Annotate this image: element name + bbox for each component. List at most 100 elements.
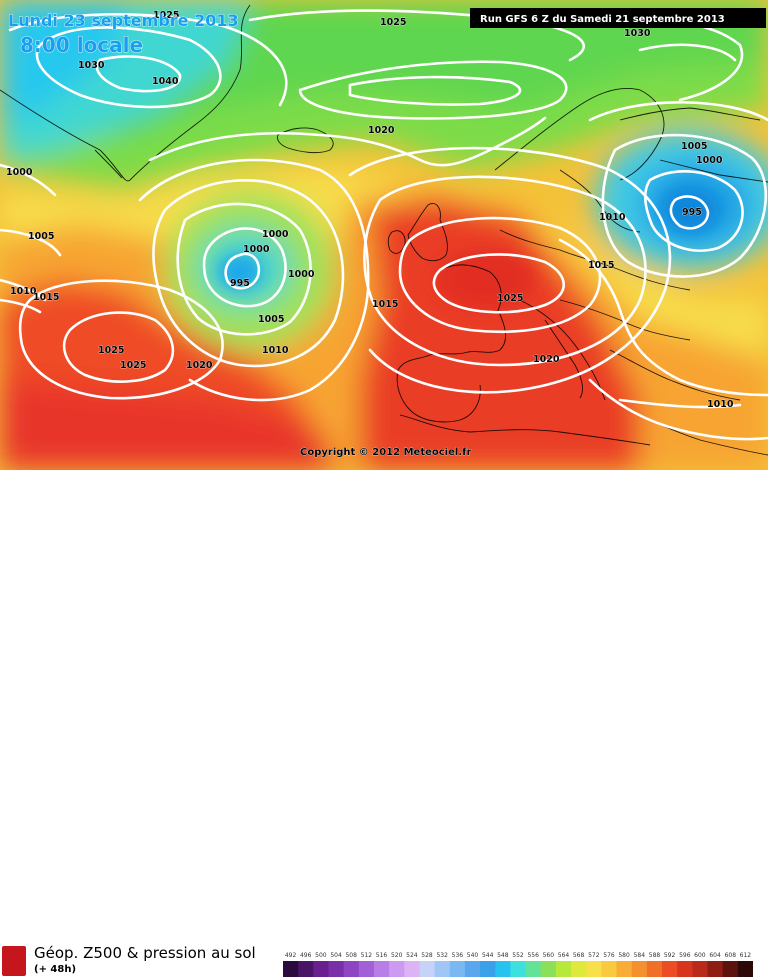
isobar-label: 1000	[6, 167, 33, 178]
scale-swatch	[495, 961, 511, 977]
isobar-label: 1010	[10, 286, 37, 297]
scale-swatch	[525, 961, 542, 977]
scale-tick-label: 584	[634, 952, 646, 959]
pressure-labels: 1025 1025 1030 1030 1040 1020 1000 1005 …	[6, 10, 734, 411]
color-scale: 492 496 500 504 508 512 516 520 524 528 532 536 540 5…	[283, 952, 753, 977]
scale-tick-label: 540	[467, 952, 479, 959]
scale-swatch	[677, 961, 693, 977]
map-title: Lundi 23 septembre 2013 8:00 locale	[8, 11, 239, 58]
scale-tick-label: 588	[649, 952, 661, 959]
scale-tick-label: 556	[527, 952, 539, 959]
scale-tick-label: 612	[740, 952, 752, 959]
scale-swatch	[707, 961, 724, 977]
scale-swatch	[692, 961, 708, 977]
scale-tick-label: 532	[436, 952, 448, 959]
scale-swatch	[480, 961, 496, 977]
isobar-label: 1025	[153, 10, 179, 21]
run-info-box: Run GFS 6 Z du Samedi 21 septembre 2013	[470, 8, 766, 28]
isobar-label: 1025	[120, 360, 146, 371]
scale-swatch	[328, 961, 345, 977]
scale-swatch	[722, 961, 739, 977]
scale-tick-label: 568	[573, 952, 585, 959]
scale-tick-label: 552	[512, 952, 524, 959]
scale-swatch	[601, 961, 617, 977]
scale-swatch	[555, 961, 572, 977]
scale-swatch	[586, 961, 602, 977]
scale-tick-label: 528	[421, 952, 433, 959]
scale-swatch	[646, 961, 663, 977]
scale-swatch	[737, 961, 753, 977]
scale-swatch	[464, 961, 481, 977]
scale-tick-label: 520	[391, 952, 403, 959]
legend-subtitle: (+ 48h)	[34, 964, 77, 975]
isobar-label: 1020	[368, 125, 395, 136]
scale-swatch	[631, 961, 648, 977]
scale-tick-label: 512	[361, 952, 373, 959]
isobar-label: 1025	[98, 345, 124, 356]
copyright: Copyright © 2012 Meteociel.fr	[300, 447, 471, 458]
isobar-label: 1040	[152, 76, 179, 87]
isobar-label: 1005	[681, 141, 707, 152]
isobar-label: 1010	[707, 399, 734, 410]
scale-tick-label: 592	[664, 952, 676, 959]
scale-swatch	[283, 961, 299, 977]
isobar-label: 1030	[624, 28, 651, 39]
scale-tick-label: 548	[497, 952, 509, 959]
scale-swatch	[343, 961, 360, 977]
forecast-time: 8:00 locale	[20, 33, 143, 57]
scale-tick-label: 516	[376, 952, 388, 959]
legend-title: Géop. Z500 & pression au sol	[34, 944, 256, 962]
isobar-label: 1005	[258, 314, 284, 325]
scale-tick-label: 576	[603, 952, 615, 959]
scale-swatch	[510, 961, 526, 977]
isobar-label: 1005	[28, 231, 54, 242]
forecast-date: Lundi 23 septembre 2013	[8, 11, 239, 30]
isobar-label: 1020	[186, 360, 213, 371]
isobar-label: 1025	[497, 293, 523, 304]
isobar-label: 1000	[696, 155, 723, 166]
isobar-label: 1015	[372, 299, 398, 310]
scale-tick-label: 600	[694, 952, 706, 959]
scale-tick-label: 560	[543, 952, 555, 959]
scale-tick-label: 604	[709, 952, 721, 959]
scale-swatch	[358, 961, 375, 977]
isobar-label: 1015	[588, 260, 614, 271]
scale-swatch	[313, 961, 329, 977]
isobar-label: 1000	[288, 269, 315, 280]
scale-tick-label: 496	[300, 952, 312, 959]
scale-tick-label: 508	[345, 952, 357, 959]
isobar-label: 1000	[243, 244, 270, 255]
isobar-label: 1010	[262, 345, 289, 356]
isobar-label: 1015	[33, 292, 59, 303]
scale-tick-label: 504	[330, 952, 342, 959]
scale-swatch	[449, 961, 466, 977]
scale-swatch	[389, 961, 405, 977]
isobar-label: 1020	[533, 354, 560, 365]
isobar-label: 1010	[599, 212, 626, 223]
scale-tick-label: 544	[482, 952, 494, 959]
run-info-text: Run GFS 6 Z du Samedi 21 septembre 2013	[480, 14, 725, 25]
scale-tick-label: 524	[406, 952, 418, 959]
legend-footer: Géop. Z500 & pression au sol (+ 48h) 492…	[0, 470, 768, 977]
meteociel-logo-icon	[2, 946, 26, 976]
scale-swatch	[404, 961, 420, 977]
geopotential-map: 1025 1025 1030 1030 1040 1020 1000 1005 …	[0, 0, 768, 470]
scale-swatch	[616, 961, 633, 977]
scale-swatch	[434, 961, 451, 977]
scale-swatch	[374, 961, 390, 977]
isobar-label: 995	[230, 278, 250, 289]
scale-tick-label: 536	[452, 952, 464, 959]
isobar-label: 1000	[262, 229, 289, 240]
coastlines	[0, 4, 768, 456]
scale-swatch	[540, 961, 557, 977]
scale-tick-label: 500	[315, 952, 327, 959]
scale-swatch	[298, 961, 314, 977]
isobar-label: 1025	[380, 17, 406, 28]
scale-swatch	[419, 961, 436, 977]
scale-tick-label: 608	[725, 952, 737, 959]
scale-tick-label: 564	[558, 952, 570, 959]
scale-swatch	[571, 961, 587, 977]
scale-tick-label: 492	[285, 952, 297, 959]
isobar-label: 1030	[78, 60, 105, 71]
